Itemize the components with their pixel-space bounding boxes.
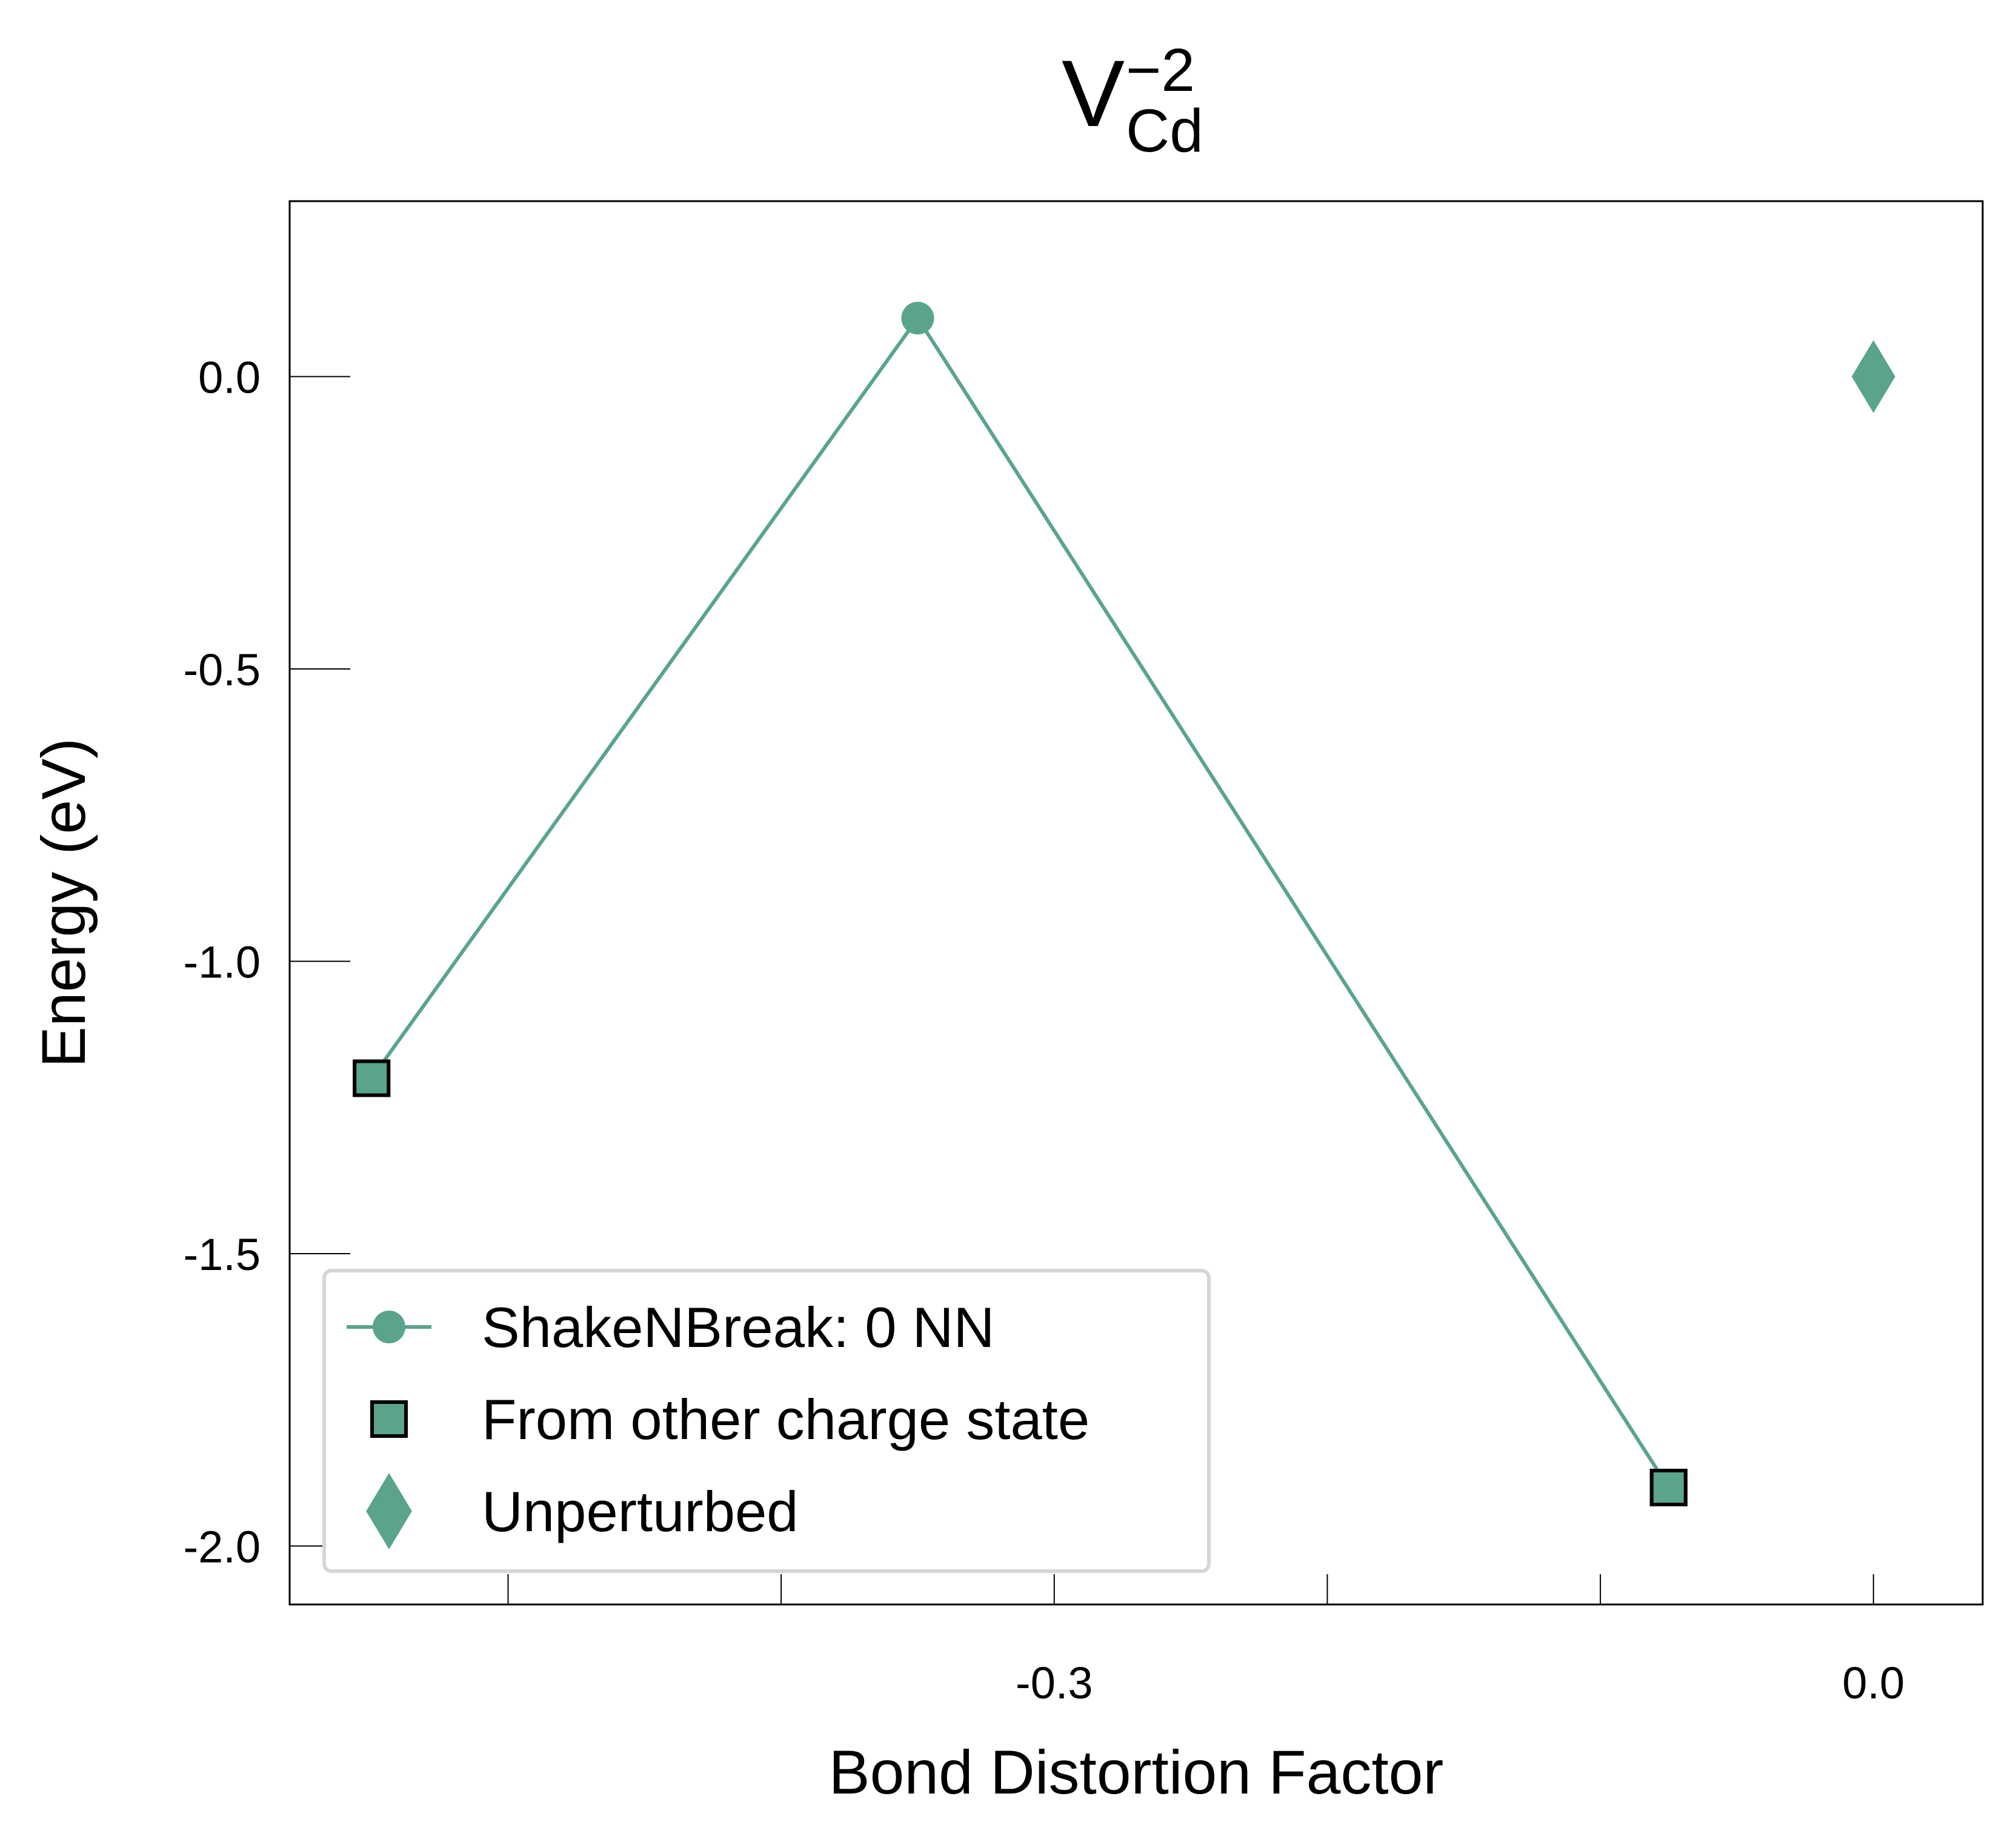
legend-label: From other charge state (482, 1388, 1090, 1451)
y-tick-label: -1.5 (183, 1229, 261, 1280)
legend-box (322, 1269, 1211, 1573)
y-axis-title: Energy (eV) (29, 738, 98, 1068)
chart-title-subscript: Cd (1126, 97, 1203, 165)
chart-title-superscript: −2 (1126, 36, 1195, 104)
legend-label: Unperturbed (482, 1480, 799, 1543)
data-point-square (1649, 1469, 1688, 1506)
legend-marker-diamond (366, 1473, 412, 1549)
y-tick-label: -1.0 (183, 937, 261, 988)
legend-items: ShakeNBreak: 0 NN From other charge state… (347, 1295, 1090, 1549)
y-axis-ticks: 0.0 -0.5 -1.0 -1.5 -2.0 (183, 353, 350, 1572)
data-point-circle (901, 302, 934, 334)
data-point-square (353, 1059, 391, 1097)
y-tick-label: -2.0 (183, 1522, 261, 1572)
x-axis-ticks: -0.3 0.0 (507, 1574, 1905, 1708)
x-tick-label: 0.0 (1842, 1658, 1905, 1708)
chart-title-base: V (1062, 41, 1125, 147)
legend: ShakeNBreak: 0 NN From other charge state… (322, 1269, 1211, 1573)
data-point-diamond (1851, 340, 1895, 413)
x-axis-title: Bond Distortion Factor (829, 1738, 1444, 1807)
x-tick-label: -0.3 (1016, 1658, 1093, 1708)
legend-marker-square (370, 1400, 408, 1438)
legend-marker-circle (373, 1311, 405, 1343)
y-tick-label: -0.5 (183, 645, 261, 695)
chart-title: V −2 Cd (1062, 36, 1203, 165)
legend-label: ShakeNBreak: 0 NN (482, 1295, 994, 1359)
plot-area (288, 200, 1984, 1606)
series-layer (353, 302, 1895, 1506)
y-tick-label: 0.0 (198, 353, 261, 403)
